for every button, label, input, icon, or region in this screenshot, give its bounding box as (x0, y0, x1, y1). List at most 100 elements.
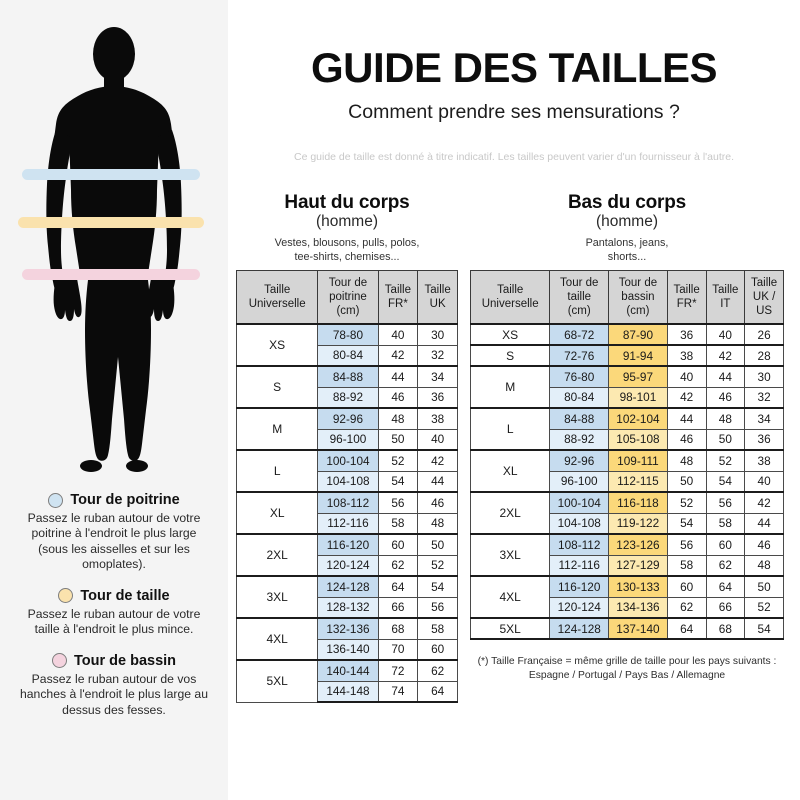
table-row: 136-140 70 60 (237, 638, 458, 662)
measurement-cell: 80-84 (317, 344, 379, 368)
size-label-cell: L (235, 449, 319, 493)
size-label-cell: 4XL (469, 575, 551, 619)
measurement-cell: 66 (377, 596, 419, 620)
table-row: 5XL 124-128 137-140 64 68 54 (469, 617, 784, 641)
measurement-cell: 46 (705, 386, 746, 410)
column-header: Tour de taille (cm) (549, 270, 610, 325)
measurement-cell: 52 (377, 449, 419, 472)
measurement-cell: 50 (666, 470, 707, 494)
measurement-cell: 112-116 (317, 512, 379, 536)
measurement-cell: 62 (417, 659, 458, 682)
lower-body-gender: (homme) (595, 213, 658, 230)
measurement-cell: 108-112 (549, 533, 610, 556)
size-label-cell: XL (469, 449, 551, 493)
upper-body-items: Vestes, blousons, pulls, polos, tee-shir… (274, 237, 420, 264)
table-row: 104-108 119-122 54 58 44 (471, 512, 784, 536)
measurement-cell: 38 (417, 407, 458, 430)
lower-body-title: Bas du corps (568, 192, 686, 213)
measurement-cell: 48 (377, 407, 419, 430)
measurement-cell: 108-112 (317, 491, 379, 514)
table-row: XL 92-96 109-111 48 52 38 (469, 449, 784, 493)
column-header: Taille Universelle (469, 270, 551, 325)
measurement-cell: 96-100 (317, 428, 379, 452)
column-header: Taille FR* (377, 270, 419, 325)
legend-item-hip: Tour de bassin Passez le ruban autour de… (0, 653, 228, 718)
disclaimer-text: Ce guide de taille est donné à titre ind… (293, 151, 734, 163)
measurement-cell: 144-148 (317, 680, 379, 704)
hip-measurement-band (22, 269, 200, 280)
measurement-cell: 56 (377, 491, 419, 514)
size-label-cell: 4XL (235, 617, 319, 661)
lower-body-items: Pantalons, jeans, shorts... (585, 237, 669, 264)
measurement-cell: 130-133 (608, 575, 668, 598)
measurement-cell: 58 (377, 512, 419, 536)
measurement-cell: 127-129 (608, 554, 668, 578)
measurement-cell: 62 (705, 554, 746, 578)
measurement-cell: 50 (705, 428, 746, 452)
table-row: 128-132 66 56 (237, 596, 458, 620)
measurement-cell: 116-118 (608, 491, 668, 514)
size-label-cell: S (469, 344, 551, 368)
measurement-cell: 112-116 (549, 554, 610, 578)
measurement-cell: 104-108 (549, 512, 610, 536)
table-row: XS 78-80 40 30 (235, 323, 458, 367)
measurement-cell: 42 (744, 491, 784, 514)
measurement-cell: 140-144 (317, 659, 379, 682)
measurement-cell: 92-96 (549, 449, 610, 472)
measurement-cell: 105-108 (608, 428, 668, 452)
measurement-cell: 76-80 (549, 365, 610, 388)
table-row: 120-124 134-136 62 66 52 (471, 596, 784, 620)
measurement-cell: 52 (666, 491, 707, 514)
table-row: 80-84 98-101 42 46 32 (471, 386, 784, 410)
measurement-cell: 40 (417, 428, 458, 452)
lower-body-table-body: XS 68-72 87-90 36 40 26 S 72-76 91-94 38 42 28 M 76-8… (469, 323, 784, 641)
table-row: 5XL 140-144 72 62 (235, 659, 458, 703)
size-label-cell: 2XL (469, 491, 551, 535)
measurement-cell: 124-128 (317, 575, 379, 598)
upper-body-table-body: XS 78-80 40 30 80-84 42 32 S 84-88 44 34 88-92 46 36 M… (235, 323, 458, 704)
measurement-cell: 98-101 (608, 386, 668, 410)
size-label-cell: XL (235, 491, 319, 535)
measurement-cell: 38 (666, 344, 707, 368)
chest-measurement-band (22, 169, 200, 180)
upper-body-title: Haut du corps (284, 192, 410, 213)
measurement-cell: 32 (744, 386, 784, 410)
column-header: Taille UK / US (744, 270, 784, 325)
measurement-cell: 72-76 (549, 344, 610, 368)
page-subtitle: Comment prendre ses mensurations ? (348, 101, 680, 123)
measurement-cell: 124-128 (549, 617, 610, 641)
table-row: S 84-88 44 34 (235, 365, 458, 409)
measurement-cell: 40 (377, 323, 419, 346)
legend-waist-label: Tour de taille (80, 587, 170, 604)
table-header-row: Taille Universelle Tour de taille (cm) Tou… (469, 270, 784, 325)
measurement-cell: 46 (666, 428, 707, 452)
measurement-cell: 58 (666, 554, 707, 578)
lower-body-table-block: Bas du corps (homme) Pantalons, jeans, s… (469, 192, 784, 683)
upper-body-table-header: Haut du corps (homme) Vestes, blousons, … (236, 192, 458, 270)
table-row: 96-100 50 40 (237, 428, 458, 452)
measurement-cell: 60 (417, 638, 458, 662)
measurement-cell: 54 (377, 470, 419, 494)
table-row: 104-108 54 44 (237, 470, 458, 494)
measurement-cell: 56 (417, 596, 458, 620)
left-panel: Tour de poitrine Passez le ruban autour … (0, 0, 228, 800)
measurement-legend: Tour de poitrine Passez le ruban autour … (0, 492, 228, 733)
measurement-cell: 116-120 (549, 575, 610, 598)
legend-item-chest: Tour de poitrine Passez le ruban autour … (0, 492, 228, 573)
male-body-silhouette-icon (46, 27, 182, 472)
body-figure (0, 14, 228, 484)
measurement-cell: 52 (744, 596, 784, 620)
measurement-cell: 132-136 (317, 617, 379, 640)
size-label-cell: 3XL (469, 533, 551, 577)
size-label-cell: 3XL (235, 575, 319, 619)
measurement-cell: 134-136 (608, 596, 668, 620)
measurement-cell: 120-124 (549, 596, 610, 620)
table-row: 4XL 132-136 68 58 (235, 617, 458, 661)
measurement-cell: 68 (377, 617, 419, 640)
column-header: Taille IT (705, 270, 746, 325)
table-row: 112-116 127-129 58 62 48 (471, 554, 784, 578)
size-label-cell: M (235, 407, 319, 451)
measurement-cell: 44 (417, 470, 458, 494)
table-row: 3XL 108-112 123-126 56 60 46 (469, 533, 784, 577)
legend-waist-description: Passez le ruban autour de votre taille à… (27, 606, 201, 637)
